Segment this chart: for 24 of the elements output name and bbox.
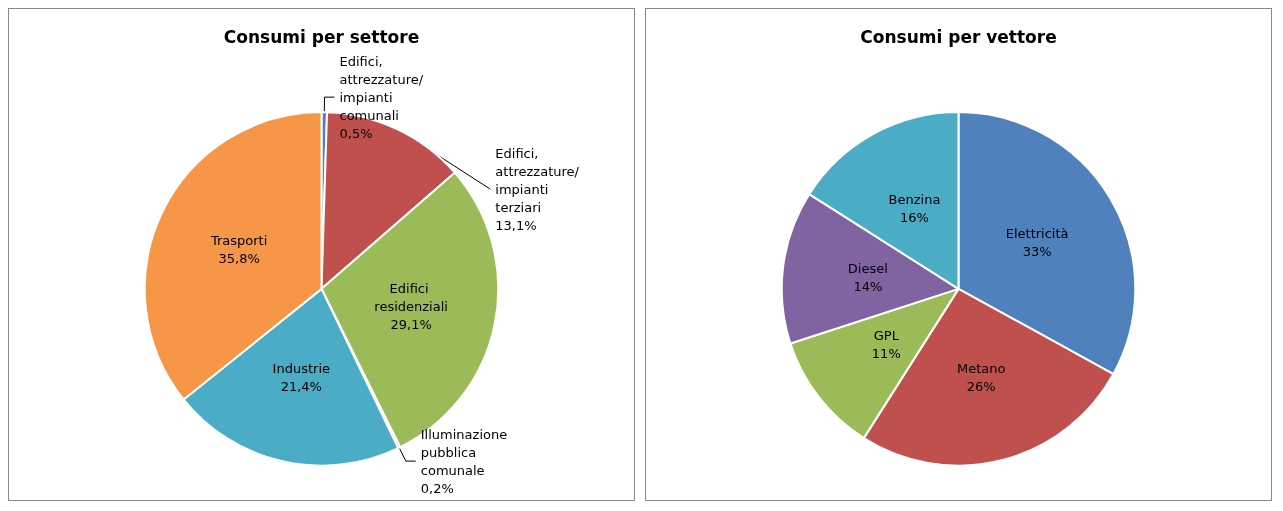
chart-title: Consumi per settore: [223, 26, 420, 47]
slice-label: Benzina: [888, 192, 941, 208]
data-label: 26%: [966, 378, 996, 394]
slice-label: GPL: [873, 328, 900, 344]
data-label: 16%: [900, 210, 929, 226]
chart-title: Consumi per vettore: [860, 26, 1057, 47]
data-label: 13,1%: [495, 217, 537, 233]
slice-label: Trasporti: [209, 232, 268, 248]
slice-label: Edifici residenziali: [374, 281, 448, 315]
data-label: 29,1%: [390, 317, 432, 333]
data-label: 14%: [853, 278, 883, 294]
slice-label: Edifici, attrezzature/ impianti terziari: [495, 145, 584, 215]
slice-label: Industrie: [272, 361, 330, 377]
slice-label: Diesel: [847, 260, 888, 276]
slice-label: Metano: [956, 360, 1006, 376]
slice-label: Illuminazione pubblica comunale: [420, 426, 512, 478]
slice-label: Edifici, attrezzature/ impianti comunali: [339, 53, 428, 123]
data-label: 33%: [1022, 243, 1052, 259]
data-label: 21,4%: [280, 379, 322, 395]
data-label: 0,5%: [339, 125, 373, 141]
data-label: 35,8%: [218, 250, 260, 266]
data-label: 0,2%: [420, 480, 454, 496]
data-label: 11%: [871, 346, 901, 362]
slice-label: Elettricità: [1005, 225, 1069, 241]
